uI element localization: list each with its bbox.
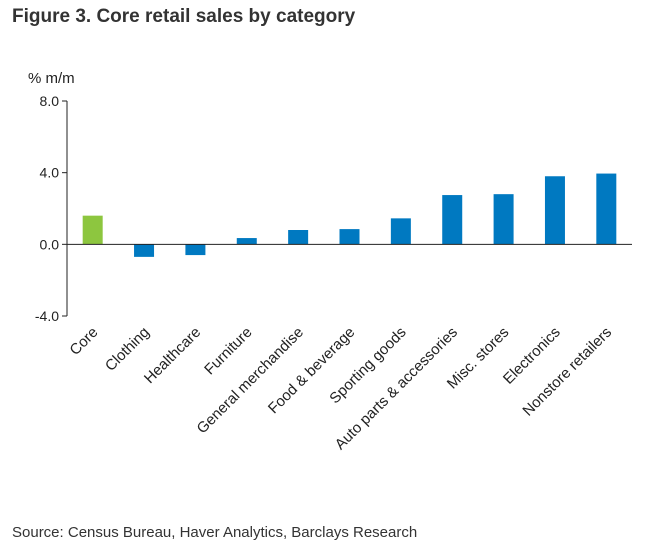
y-tick-label: 4.0 bbox=[40, 165, 60, 181]
y-tick-label: 0.0 bbox=[40, 236, 60, 252]
bar bbox=[339, 229, 360, 245]
bar bbox=[390, 218, 411, 245]
category-label: Healthcare bbox=[141, 324, 204, 387]
category-label: Nonstore retailers bbox=[519, 324, 615, 420]
y-axis-unit-label: % m/m bbox=[28, 70, 75, 87]
bar bbox=[185, 244, 206, 256]
bar bbox=[82, 215, 103, 245]
bar bbox=[236, 238, 257, 245]
category-label: Food & beverage bbox=[265, 324, 358, 417]
bar bbox=[288, 230, 309, 245]
bar bbox=[596, 173, 617, 245]
bar bbox=[442, 195, 463, 245]
bar bbox=[134, 244, 155, 257]
chart-title: Figure 3. Core retail sales by category bbox=[12, 6, 356, 27]
bar bbox=[544, 176, 565, 245]
y-tick-label: -4.0 bbox=[35, 308, 59, 324]
category-label: Clothing bbox=[102, 324, 153, 375]
y-tick-label: 8.0 bbox=[40, 93, 60, 109]
bar bbox=[493, 194, 514, 245]
category-label: Core bbox=[66, 324, 101, 359]
source-note: Source: Census Bureau, Haver Analytics, … bbox=[12, 524, 418, 541]
